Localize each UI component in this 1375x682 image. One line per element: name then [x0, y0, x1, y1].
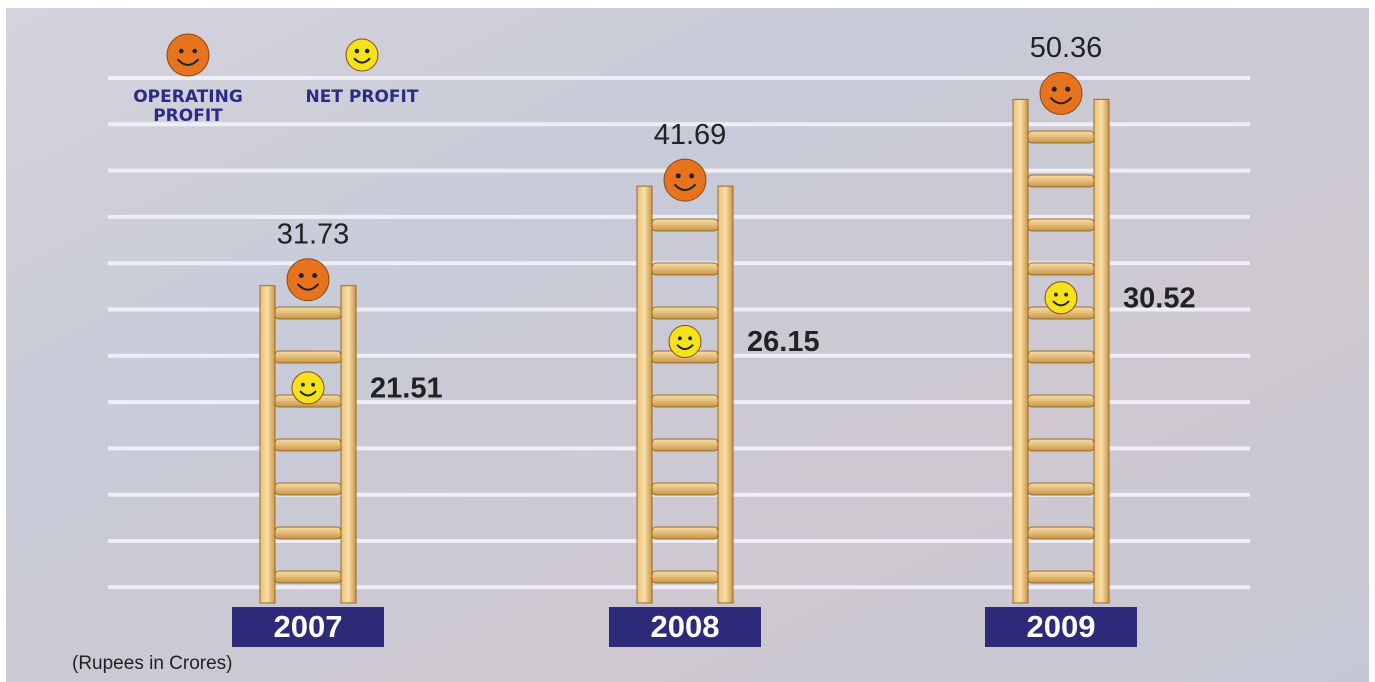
smiley — [664, 159, 706, 201]
legend-marker — [346, 39, 378, 71]
x-tick-label: 2008 — [651, 609, 720, 644]
ladder-rung — [652, 307, 718, 319]
ladder-rung — [275, 307, 341, 319]
smiley — [287, 259, 329, 301]
smiley-eye — [1054, 293, 1058, 297]
legend-eye — [365, 49, 370, 54]
ladder-rung — [275, 527, 341, 539]
legend-face — [167, 34, 209, 76]
smiley-eye — [1064, 293, 1068, 297]
smiley — [669, 326, 701, 358]
legend-marker — [167, 34, 209, 76]
smiley-face — [287, 259, 329, 301]
ladder — [1013, 99, 1109, 603]
ladder-rail — [341, 286, 356, 603]
value-label: 41.69 — [654, 119, 727, 151]
ladder-rung — [1028, 483, 1094, 495]
ladder-rail — [1013, 99, 1028, 603]
smiley-eye — [689, 173, 694, 178]
legend-label: NET PROFIT — [292, 88, 432, 107]
ladder-rung — [275, 439, 341, 451]
ladder-rung — [1028, 527, 1094, 539]
ladder-rung — [1028, 263, 1094, 275]
note: (Rupees in Crores) — [72, 653, 233, 674]
ladder-rung — [1028, 395, 1094, 407]
smiley-eye — [312, 273, 317, 278]
ladder-rung — [1028, 439, 1094, 451]
smiley — [292, 372, 324, 404]
smiley-eye — [301, 383, 305, 387]
page: (Rupees in Crores) 31.73 21.51 2007 41.69 26… — [0, 0, 1375, 682]
smiley-eye — [676, 173, 681, 178]
value-label: 50.36 — [1030, 32, 1103, 64]
ladder-rung — [652, 263, 718, 275]
smiley-eye — [1065, 87, 1070, 92]
ladder-rung — [1028, 131, 1094, 143]
legend-label: OPERATING PROFIT — [118, 88, 258, 126]
value-label: 21.51 — [370, 373, 443, 405]
smiley-face — [1040, 72, 1082, 114]
smiley-face — [1045, 282, 1077, 314]
ladder-rung — [275, 571, 341, 583]
smiley-face — [664, 159, 706, 201]
value-label: 26.15 — [747, 326, 820, 358]
legend-face — [346, 39, 378, 71]
smiley-eye — [688, 336, 692, 340]
ladder-rail — [718, 186, 733, 603]
smiley — [1045, 282, 1077, 314]
smiley-eye — [1052, 87, 1057, 92]
ladder-rung — [652, 571, 718, 583]
ladder-rail — [637, 186, 652, 603]
ladder-rung — [652, 395, 718, 407]
ladder-rung — [1028, 219, 1094, 231]
ladder-rung — [275, 483, 341, 495]
legend-eye — [179, 49, 184, 54]
smiley-face — [292, 372, 324, 404]
ladder-rail — [260, 286, 275, 603]
legend-eye — [192, 49, 197, 54]
value-label: 31.73 — [277, 218, 350, 250]
smiley-eye — [299, 273, 304, 278]
smiley — [1040, 72, 1082, 114]
ladder-rung — [652, 483, 718, 495]
ladder-rail — [1094, 99, 1109, 603]
x-tick-label: 2009 — [1027, 609, 1096, 644]
ladder-rung — [652, 527, 718, 539]
smiley-face — [669, 326, 701, 358]
legend-eye — [355, 49, 360, 54]
ladder-rung — [275, 351, 341, 363]
ladder-rung — [652, 219, 718, 231]
ladder-rung — [1028, 571, 1094, 583]
ladder-rung — [1028, 351, 1094, 363]
value-label: 30.52 — [1123, 282, 1196, 314]
ladder-rung — [652, 439, 718, 451]
ladder-rung — [1028, 175, 1094, 187]
smiley-eye — [311, 383, 315, 387]
x-tick-label: 2007 — [274, 609, 343, 644]
smiley-eye — [678, 336, 682, 340]
